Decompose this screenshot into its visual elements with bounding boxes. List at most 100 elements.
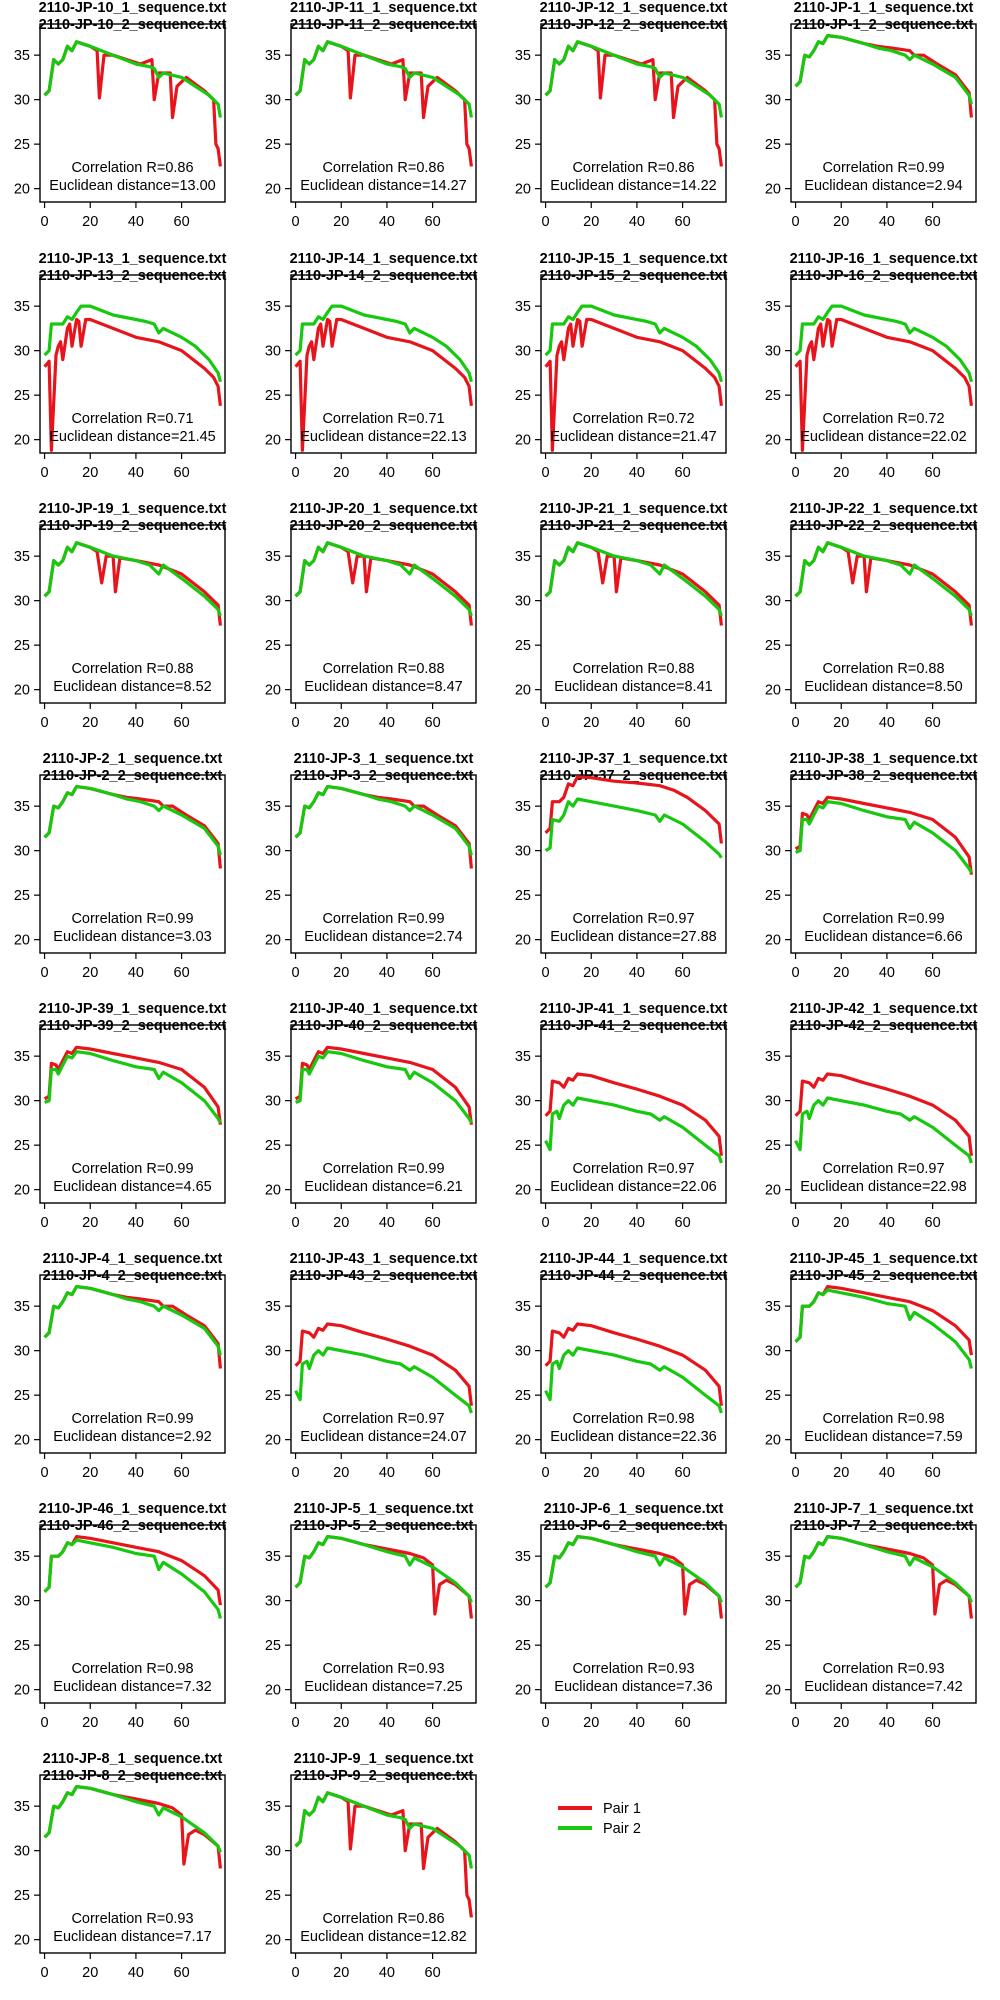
x-tick-label: 40	[128, 965, 144, 981]
panel-title-2: 2110-JP-21_2_sequence.txt	[540, 518, 728, 534]
plot-frame	[290, 1774, 477, 1954]
x-tick-label: 20	[583, 1465, 599, 1481]
panel: 2110-JP-6_1_sequence.txt2110-JP-6_2_sequ…	[515, 1501, 727, 1731]
y-tick-label: 35	[265, 549, 281, 565]
x-tick-label: 0	[41, 965, 49, 981]
panel: 2110-JP-12_1_sequence.txt2110-JP-12_2_se…	[515, 0, 728, 230]
y-tick-label: 20	[765, 1183, 781, 1199]
y-tick-label: 30	[265, 594, 281, 610]
y-tick-label: 20	[515, 1433, 531, 1449]
distance-label: Euclidean distance=13.00	[49, 178, 215, 194]
x-tick-label: 0	[792, 214, 800, 230]
y-tick-label: 20	[265, 1933, 281, 1949]
panel: 2110-JP-2_1_sequence.txt2110-JP-2_2_sequ…	[14, 751, 226, 981]
y-tick-label: 35	[765, 1549, 781, 1565]
x-tick-label: 60	[675, 214, 691, 230]
plot-frame	[540, 1274, 727, 1454]
y-tick-label: 30	[14, 1844, 30, 1860]
panel: 2110-JP-43_1_sequence.txt2110-JP-43_2_se…	[265, 1251, 478, 1481]
series-pair1-line	[43, 317, 222, 452]
x-tick-label: 60	[425, 1215, 441, 1231]
panel: 2110-JP-13_1_sequence.txt2110-JP-13_2_se…	[14, 251, 227, 481]
x-tick-label: 0	[41, 715, 49, 731]
panel: 2110-JP-40_1_sequence.txt2110-JP-40_2_se…	[265, 1001, 478, 1231]
panel-title-2: 2110-JP-46_2_sequence.txt	[39, 1518, 227, 1534]
distance-label: Euclidean distance=14.22	[550, 178, 716, 194]
distance-label: Euclidean distance=6.66	[804, 929, 962, 945]
correlation-label: Correlation R=0.97	[572, 1161, 694, 1177]
y-tick-label: 30	[515, 344, 531, 360]
correlation-label: Correlation R=0.93	[572, 1661, 694, 1677]
x-tick-label: 40	[128, 465, 144, 481]
panel-title-2: 2110-JP-22_2_sequence.txt	[790, 518, 978, 534]
y-tick-label: 20	[515, 683, 531, 699]
panel-title-2: 2110-JP-15_2_sequence.txt	[540, 268, 728, 284]
y-tick-label: 20	[14, 433, 30, 449]
distance-label: Euclidean distance=14.27	[300, 178, 466, 194]
correlation-label: Correlation R=0.93	[71, 1911, 193, 1927]
correlation-label: Correlation R=0.98	[822, 1411, 944, 1427]
plot-frame	[39, 23, 226, 203]
x-tick-label: 60	[675, 1465, 691, 1481]
y-tick-label: 30	[14, 1094, 30, 1110]
panel: 2110-JP-21_1_sequence.txt2110-JP-21_2_se…	[515, 501, 728, 731]
panel-title-1: 2110-JP-9_1_sequence.txt	[294, 1751, 474, 1767]
y-tick-label: 30	[265, 1594, 281, 1610]
series-pair2-line	[544, 797, 723, 859]
x-tick-label: 60	[425, 1465, 441, 1481]
series-pair1-line	[544, 40, 723, 167]
x-tick-label: 40	[379, 465, 395, 481]
x-tick-label: 40	[879, 465, 895, 481]
correlation-label: Correlation R=0.88	[572, 661, 694, 677]
plot-frame	[540, 524, 727, 704]
distance-label: Euclidean distance=22.02	[800, 429, 966, 445]
x-tick-label: 0	[292, 214, 300, 230]
x-tick-label: 20	[583, 1215, 599, 1231]
y-tick-label: 20	[765, 1433, 781, 1449]
y-tick-label: 20	[14, 1433, 30, 1449]
distance-label: Euclidean distance=7.36	[554, 1679, 712, 1695]
y-tick-label: 20	[765, 182, 781, 198]
series-pair1-line	[794, 1072, 973, 1156]
distance-label: Euclidean distance=24.07	[300, 1429, 466, 1445]
x-tick-label: 40	[879, 715, 895, 731]
legend-label-pair1: Pair 1	[603, 1801, 641, 1817]
x-tick-label: 60	[174, 1465, 190, 1481]
series-pair1-line	[544, 775, 723, 844]
y-tick-label: 30	[14, 594, 30, 610]
panel-title-2: 2110-JP-5_2_sequence.txt	[294, 1518, 474, 1534]
series-pair1-line	[544, 1072, 723, 1156]
distance-label: Euclidean distance=8.47	[304, 679, 462, 695]
y-tick-label: 25	[515, 388, 531, 404]
x-tick-label: 0	[542, 715, 550, 731]
y-tick-label: 25	[515, 1138, 531, 1154]
y-tick-label: 35	[265, 1799, 281, 1815]
y-tick-label: 25	[265, 1138, 281, 1154]
y-tick-label: 30	[14, 1594, 30, 1610]
y-tick-label: 20	[765, 1683, 781, 1699]
series-pair1-line	[43, 40, 222, 167]
panel-title-1: 2110-JP-37_1_sequence.txt	[540, 751, 728, 767]
y-tick-label: 35	[14, 799, 30, 815]
y-tick-label: 25	[765, 888, 781, 904]
x-tick-label: 40	[629, 715, 645, 731]
x-tick-label: 20	[82, 214, 98, 230]
plot-frame	[39, 774, 226, 954]
y-tick-label: 30	[515, 93, 531, 109]
panel-title-2: 2110-JP-38_2_sequence.txt	[790, 768, 978, 784]
y-tick-label: 20	[265, 1683, 281, 1699]
panel-title-1: 2110-JP-14_1_sequence.txt	[290, 251, 478, 267]
x-tick-label: 40	[379, 214, 395, 230]
series-pair1-line	[43, 1534, 222, 1606]
x-tick-label: 20	[333, 214, 349, 230]
x-tick-label: 0	[542, 1465, 550, 1481]
plot-frame	[790, 1274, 977, 1454]
y-tick-label: 25	[765, 1638, 781, 1654]
panel-title-2: 2110-JP-14_2_sequence.txt	[290, 268, 478, 284]
y-tick-label: 35	[765, 1299, 781, 1315]
plot-frame	[290, 23, 477, 203]
x-tick-label: 60	[675, 965, 691, 981]
x-tick-label: 60	[174, 1965, 190, 1981]
correlation-label: Correlation R=0.86	[71, 160, 193, 176]
plot-frame	[540, 774, 727, 954]
